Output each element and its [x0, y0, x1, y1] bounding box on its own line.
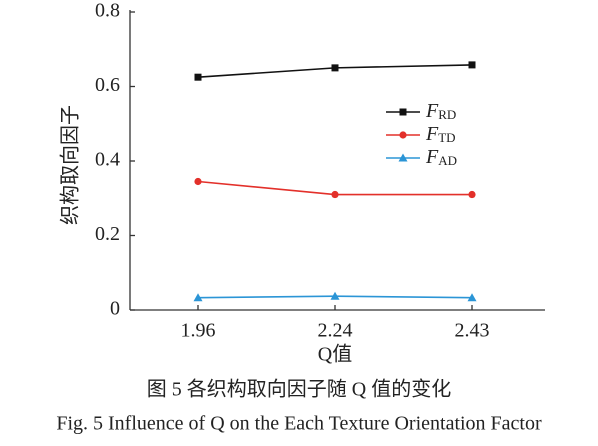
data-point: [331, 64, 339, 72]
caption-en: Fig. 5 Influence of Q on the Each Textur…: [56, 413, 542, 435]
legend-marker: [399, 108, 407, 116]
legend-subscript: AD: [438, 153, 457, 168]
x-tick-label: 2.24: [318, 320, 353, 342]
y-axis-title: 织构取向因子: [59, 105, 82, 225]
legend-label: FTD: [425, 123, 456, 145]
y-tick-label: 0.2: [95, 223, 120, 245]
data-point: [194, 177, 202, 186]
data-point: [467, 293, 477, 302]
y-tick-label: 0.8: [95, 0, 120, 22]
legend-label: FRD: [425, 100, 456, 122]
data-point: [330, 291, 340, 300]
legend-label: FAD: [425, 146, 457, 168]
legend-subscript: TD: [438, 130, 455, 145]
y-tick-label: 0.6: [95, 74, 120, 96]
legend-marker: [399, 131, 407, 139]
legend-symbol: F: [425, 123, 439, 145]
legend-symbol: F: [425, 100, 439, 122]
legend-symbol: F: [425, 146, 439, 168]
data-point: [194, 73, 202, 81]
legend-marker: [398, 153, 408, 162]
x-tick-label: 1.96: [181, 320, 216, 342]
x-axis-title: Q值: [318, 343, 352, 366]
y-tick-label: 0.4: [95, 149, 120, 171]
caption-cn: 图 5 各织构取向因子随 Q 值的变化: [147, 378, 451, 401]
y-tick-label: 0: [110, 298, 120, 320]
legend-subscript: RD: [438, 107, 456, 122]
data-point: [193, 293, 203, 302]
data-point: [468, 190, 476, 199]
data-point: [468, 61, 476, 69]
x-tick-label: 2.43: [455, 320, 490, 342]
data-point: [331, 190, 339, 199]
